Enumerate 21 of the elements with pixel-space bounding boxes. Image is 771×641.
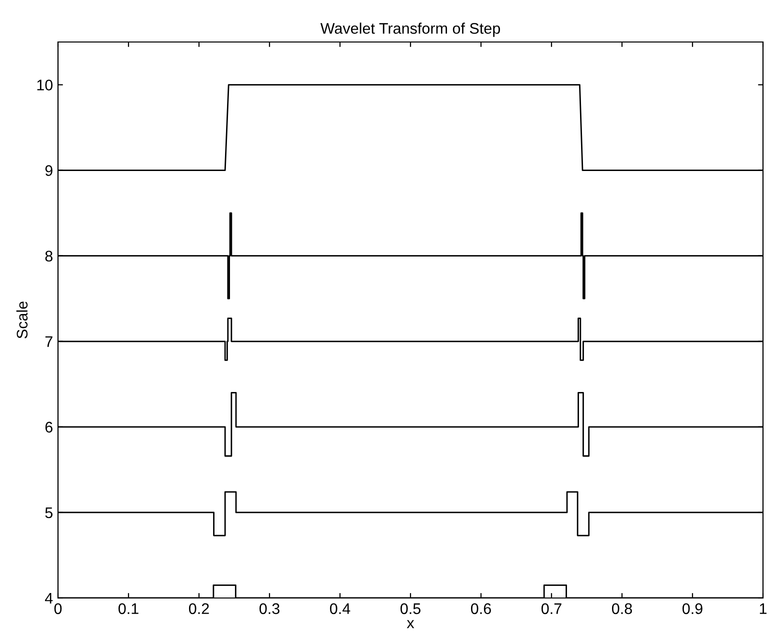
x-tick-label: 0.9	[682, 603, 702, 614]
y-tick-label: 8	[45, 250, 52, 262]
x-tick-label: 1	[760, 603, 767, 614]
x-axis-title: x	[406, 620, 414, 628]
x-tick-label: 0	[54, 603, 62, 614]
x-tick-label: 0.3	[259, 603, 280, 614]
y-tick-label: 10	[37, 80, 53, 90]
x-tick-label: 0.5	[400, 603, 420, 614]
y-tick-label: 9	[45, 165, 52, 176]
y-tick-label: 5	[45, 507, 52, 518]
x-tick-label: 0.4	[330, 603, 350, 614]
y-tick-label: 7	[45, 336, 52, 347]
x-tick-label: 0.7	[541, 603, 562, 614]
x-tick-label: 0.6	[470, 603, 491, 614]
x-tick-label: 0.2	[188, 603, 209, 614]
x-tick-label: 0.1	[118, 603, 138, 614]
y-tick-label: 6	[45, 422, 52, 433]
y-axis-title: Scale	[16, 302, 28, 338]
x-tick-label: 0.8	[612, 603, 632, 614]
chart-title: Wavelet Transform of Step	[320, 22, 500, 37]
y-tick-label: 4	[44, 593, 53, 604]
